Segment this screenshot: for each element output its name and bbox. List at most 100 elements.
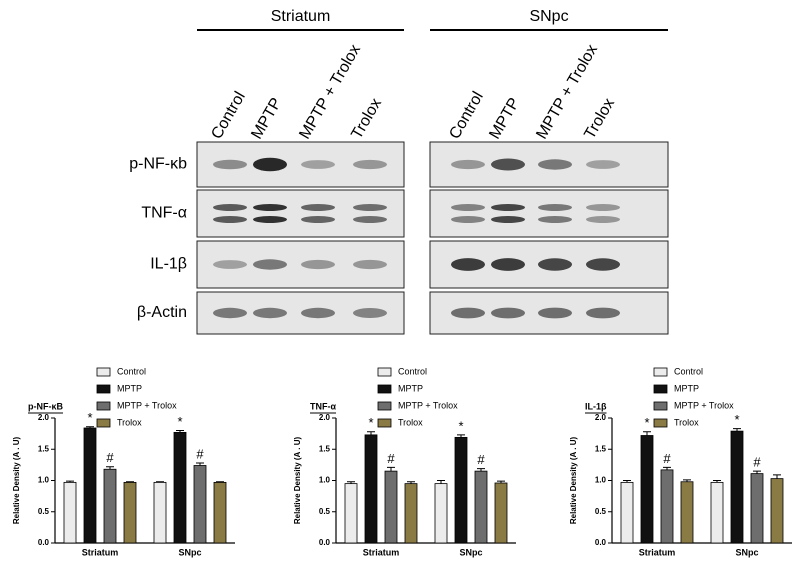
legend-label: MPTP + Trolox — [398, 400, 458, 410]
blot-frame — [429, 189, 669, 238]
blot-band — [253, 259, 287, 270]
blot-band — [253, 157, 287, 172]
x-tick-label: SNpc — [735, 547, 758, 557]
x-tick-label: Striatum — [639, 547, 676, 557]
bar — [640, 435, 654, 544]
significance-mark: * — [368, 415, 373, 430]
error-bar — [753, 470, 761, 474]
blot-band — [586, 160, 620, 169]
bar — [454, 436, 468, 544]
error-bar — [437, 480, 445, 484]
legend-label: MPTP — [674, 383, 699, 393]
y-tick-label: 2.0 — [595, 413, 607, 422]
legend-label: Control — [117, 366, 146, 376]
blot-band — [213, 216, 247, 223]
bar — [123, 481, 137, 544]
blot-band — [253, 216, 287, 223]
blot-band — [491, 307, 525, 319]
significance-mark: # — [106, 450, 114, 465]
significance-mark: # — [663, 451, 671, 466]
blot-band — [213, 159, 247, 170]
error-bar — [216, 481, 224, 483]
error-bar — [196, 462, 204, 466]
blot-band — [491, 158, 525, 171]
significance-mark: # — [753, 455, 761, 470]
blot-band — [301, 307, 335, 319]
error-bar — [497, 480, 505, 483]
bar — [83, 427, 97, 544]
y-tick-label: 1.0 — [38, 476, 50, 485]
y-tick-label: 1.5 — [595, 444, 607, 453]
significance-mark: * — [87, 410, 92, 425]
legend-label: MPTP + Trolox — [117, 400, 177, 410]
error-bar — [407, 481, 415, 484]
lane-label: Trolox — [348, 96, 385, 142]
error-bar — [477, 468, 485, 472]
x-tick-label: SNpc — [178, 547, 201, 557]
bar — [103, 468, 117, 544]
chart-title: TNF-α — [310, 401, 336, 411]
significance-mark: * — [734, 412, 739, 427]
y-tick-label: 0.5 — [319, 507, 331, 516]
bar — [364, 434, 378, 544]
blot-band — [538, 307, 572, 319]
blot-band — [586, 258, 620, 271]
region-label: SNpc — [529, 8, 568, 25]
bar — [63, 481, 77, 544]
blot-band — [491, 216, 525, 223]
chart-title: p-NF-κB — [28, 401, 64, 411]
blot-band — [353, 308, 387, 318]
legend-swatch — [653, 418, 668, 428]
bar — [153, 481, 167, 544]
bar — [434, 483, 448, 544]
blot-band — [213, 307, 247, 319]
region-label: Striatum — [271, 8, 331, 25]
bar — [770, 478, 784, 544]
legend-label: Control — [674, 366, 703, 376]
blot-band — [538, 159, 572, 170]
blot-band — [213, 204, 247, 211]
y-tick-label: 1.5 — [319, 444, 331, 453]
y-tick-label: 1.0 — [595, 476, 607, 485]
bar — [494, 482, 508, 544]
blot-band — [253, 204, 287, 211]
blot-band — [538, 216, 572, 223]
blot-band — [353, 204, 387, 211]
row-label: β-Actin — [137, 304, 187, 321]
error-bar — [457, 434, 465, 438]
error-bar — [126, 481, 134, 483]
error-bar — [643, 431, 651, 436]
blot-band — [491, 258, 525, 271]
row-label: p-NF-κb — [129, 156, 187, 173]
blot-band — [353, 259, 387, 270]
y-tick-label: 0.0 — [38, 538, 50, 547]
blot-band — [586, 307, 620, 319]
blot-band — [451, 204, 485, 211]
bar — [730, 430, 744, 544]
legend-label: Trolox — [117, 417, 142, 427]
error-bar — [156, 481, 164, 483]
bar — [344, 483, 358, 544]
legend-label: Trolox — [674, 417, 699, 427]
y-tick-label: 1.0 — [319, 476, 331, 485]
bar — [384, 470, 398, 544]
significance-mark: # — [196, 446, 204, 461]
blot-band — [451, 216, 485, 223]
error-bar — [663, 466, 671, 470]
legend-label: MPTP + Trolox — [674, 400, 734, 410]
error-bar — [347, 481, 355, 484]
blot-band — [353, 159, 387, 170]
legend-swatch — [377, 367, 392, 377]
error-bar — [683, 479, 691, 482]
error-bar — [106, 466, 114, 470]
legend-label: Trolox — [398, 417, 423, 427]
error-bar — [66, 480, 74, 483]
legend-label: MPTP — [398, 383, 423, 393]
bar — [620, 481, 634, 544]
lane-label: Control — [446, 89, 487, 142]
error-bar — [733, 428, 741, 432]
lane-label: Trolox — [581, 96, 618, 142]
blot-band — [213, 260, 247, 269]
y-axis-label: Relative Density (A . U) — [293, 437, 302, 525]
